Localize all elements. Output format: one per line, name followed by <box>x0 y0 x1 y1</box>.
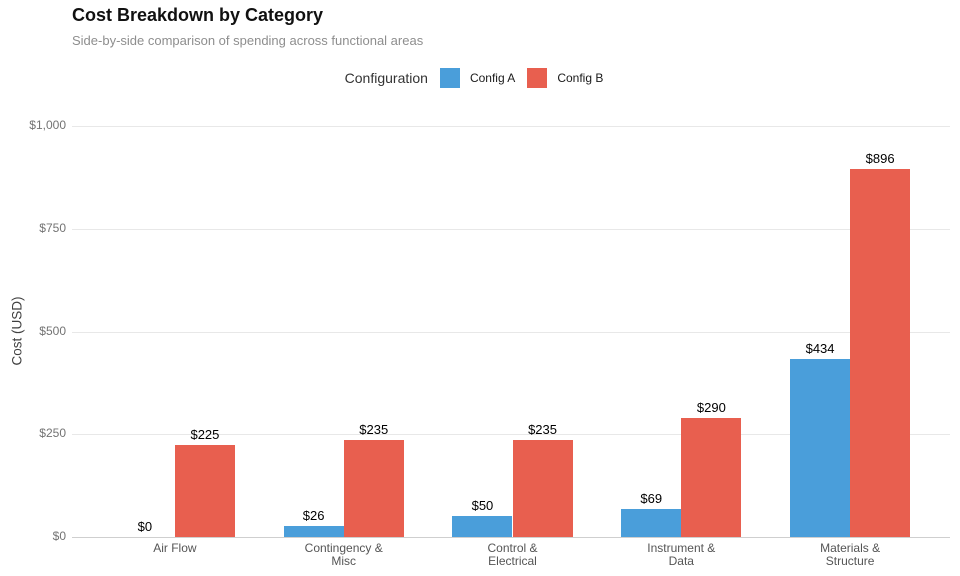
y-tick-label: $1,000 <box>29 118 66 132</box>
y-tick-label: $750 <box>39 220 66 235</box>
bar-config-b <box>512 440 573 537</box>
legend-item-label: Config B <box>557 71 604 85</box>
legend-items: Config A Config B <box>439 68 615 88</box>
x-category-label: Control & Electrical <box>487 541 538 568</box>
bar-value-label: $290 <box>696 399 726 415</box>
bar-config-a <box>621 508 682 537</box>
bar-value-label: $434 <box>805 340 835 356</box>
x-category-label: Contingency & Misc <box>304 541 383 568</box>
bar-value-label: $69 <box>640 490 663 506</box>
x-category-label: Materials & Structure <box>820 541 881 568</box>
bar-value-label: $0 <box>137 519 153 534</box>
chart-title: Cost Breakdown by Category <box>72 5 324 25</box>
legend-item-label: Config A <box>469 71 516 85</box>
bar-config-b <box>681 417 742 537</box>
bar-value-label: $235 <box>359 422 389 438</box>
legend-swatch-icon <box>527 68 548 88</box>
y-tick-label: $0 <box>52 529 66 543</box>
legend-item: Config B <box>527 68 603 88</box>
bar-config-b <box>850 168 911 537</box>
x-category-label: Air Flow <box>153 541 197 555</box>
bar-value-label: $896 <box>865 150 895 166</box>
gridline <box>72 331 950 333</box>
legend-swatch-icon <box>439 68 460 88</box>
bar-config-a <box>790 358 851 537</box>
legend-title: Configuration <box>344 70 428 86</box>
gridline <box>72 228 950 230</box>
legend: Configuration Config A Config B <box>0 66 960 90</box>
x-axis-baseline <box>72 537 950 538</box>
chart-subtitle: Side-by-side comparison of spending acro… <box>72 33 424 48</box>
bar-config-a <box>452 516 513 537</box>
x-category-label: Instrument & Data <box>647 541 716 568</box>
y-tick-label: $250 <box>39 426 66 441</box>
y-tick-label: $500 <box>39 323 66 338</box>
gridline <box>72 126 950 127</box>
gridline <box>72 434 950 436</box>
legend-item: Config A <box>439 68 516 88</box>
bar-config-b <box>343 440 404 537</box>
bar-config-a <box>283 526 344 537</box>
bar-value-label: $225 <box>190 426 220 442</box>
bar-value-label: $26 <box>302 508 325 524</box>
bar-value-label: $50 <box>471 498 494 514</box>
bar-value-label: $235 <box>528 422 557 438</box>
bar-config-b <box>174 444 235 537</box>
